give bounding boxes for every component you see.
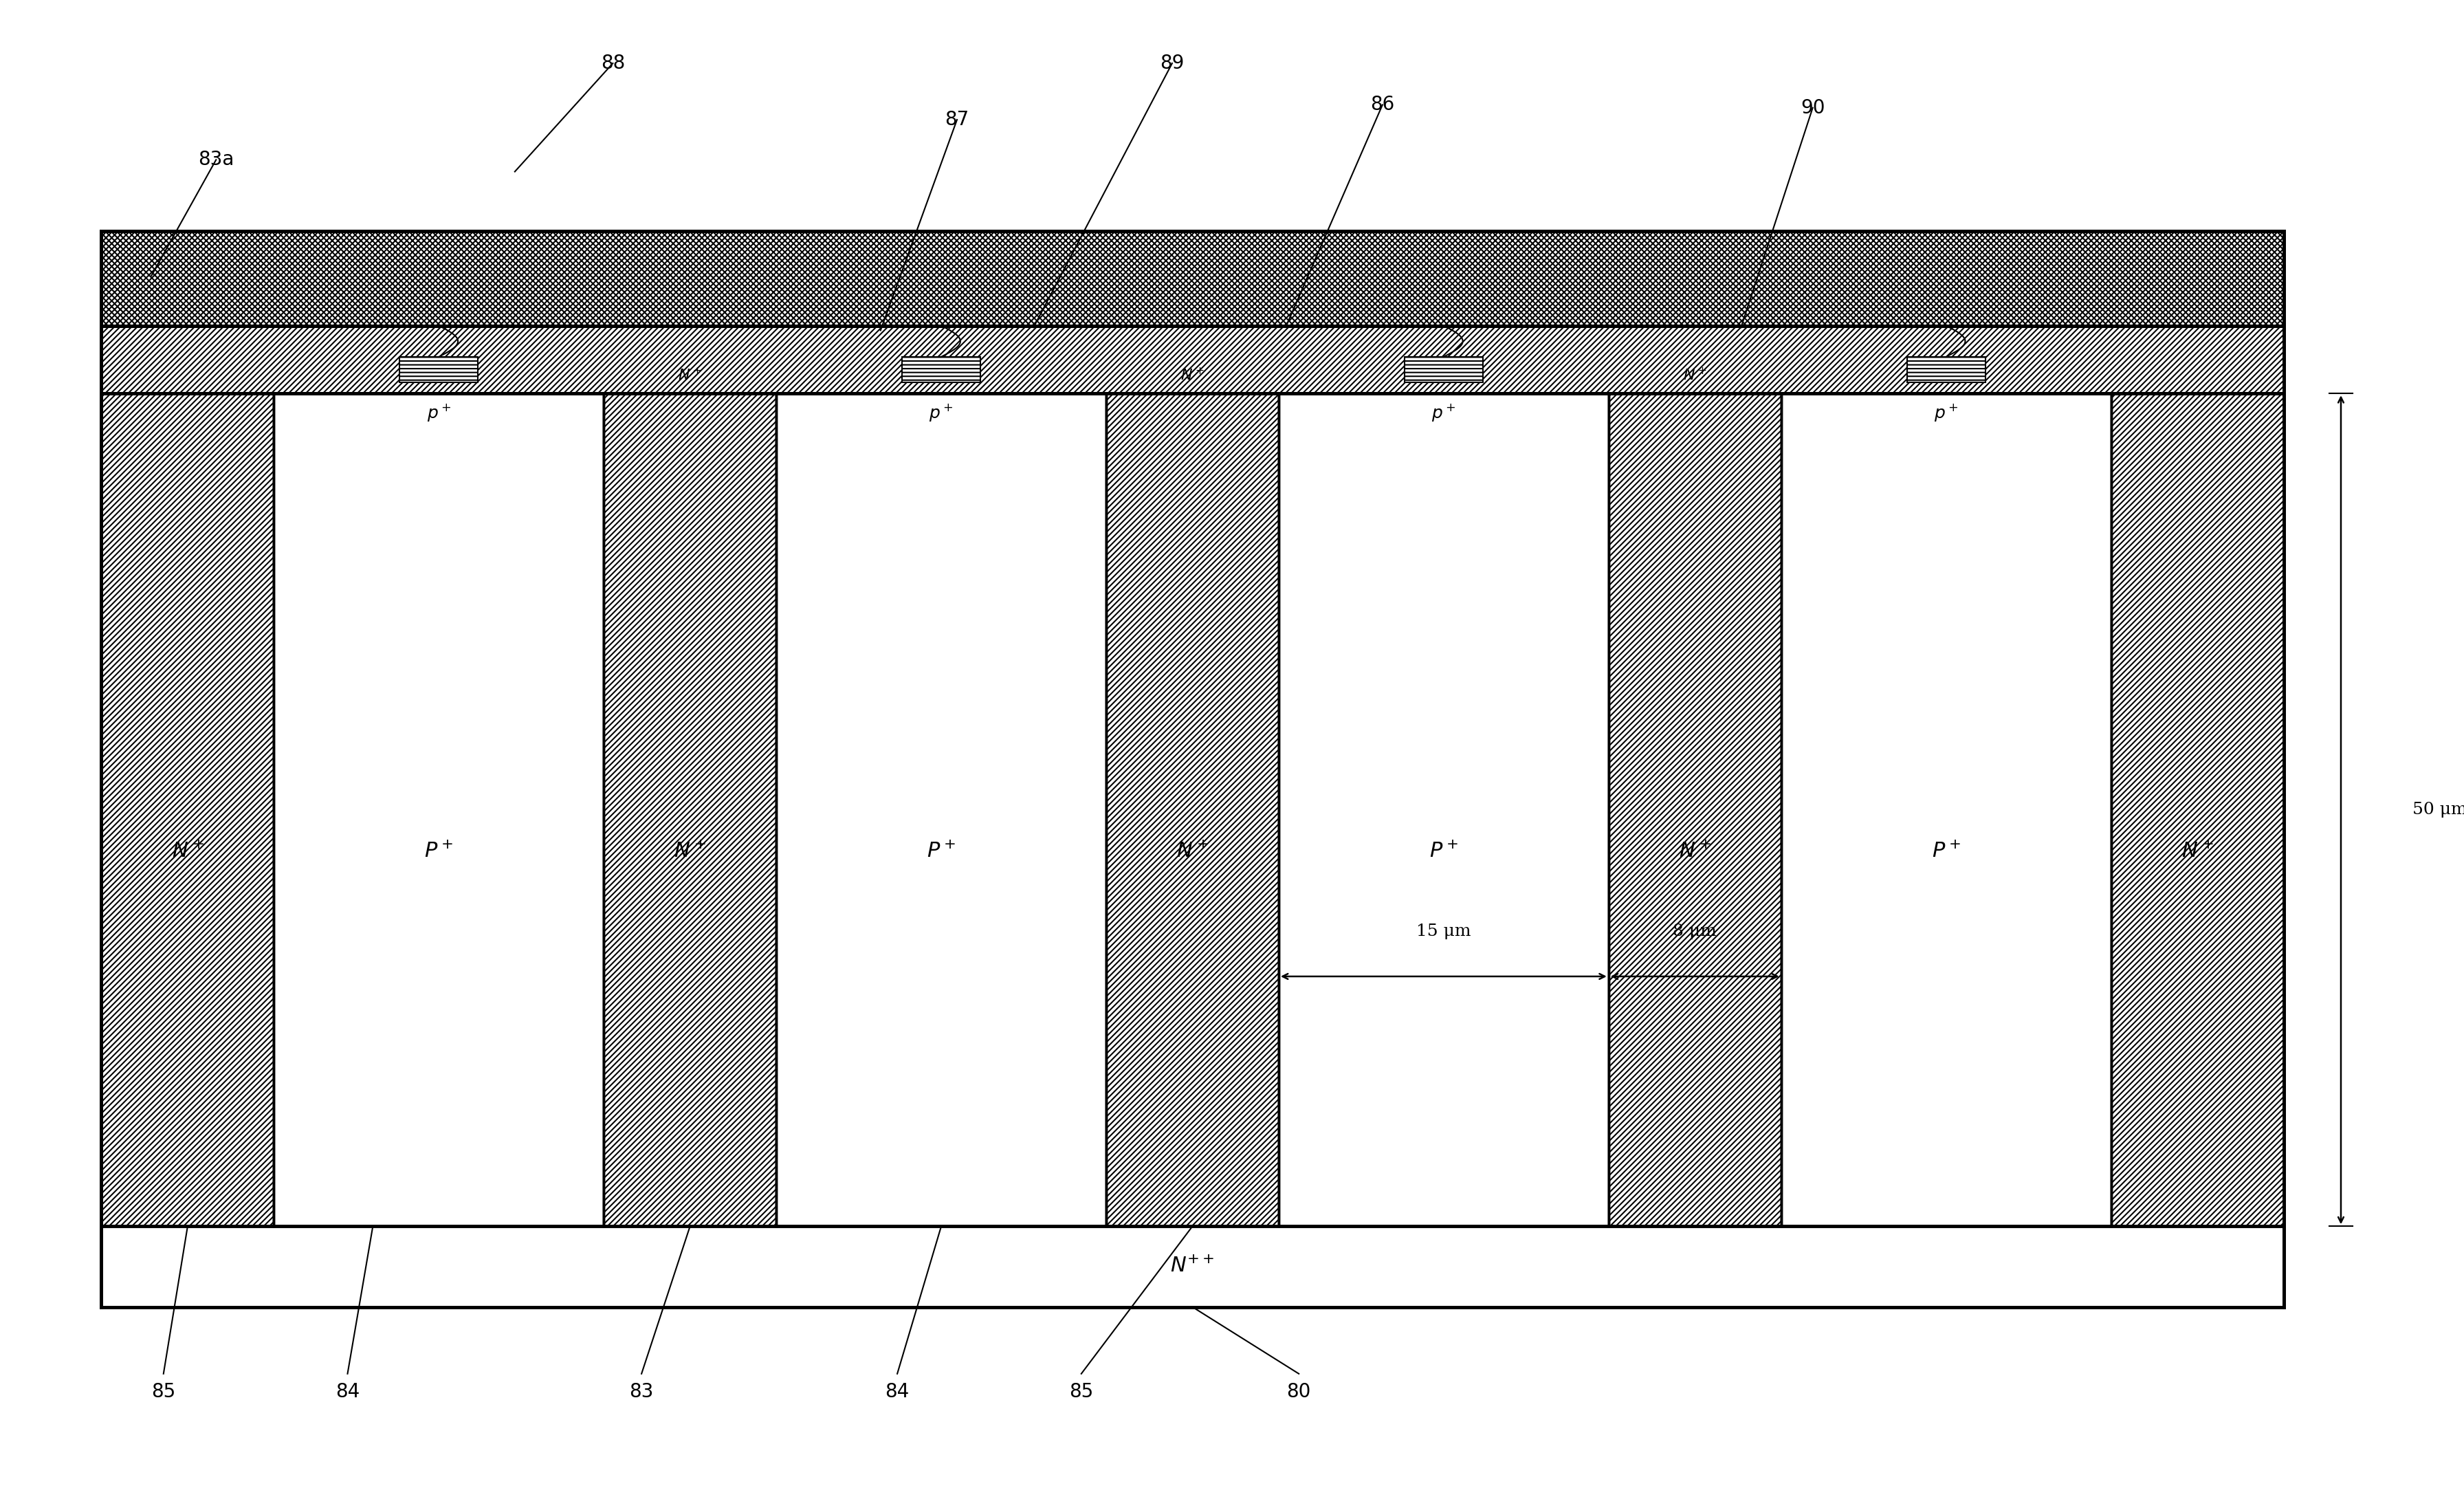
Bar bbox=[902, 357, 981, 382]
Bar bbox=[101, 394, 274, 1226]
Bar bbox=[1907, 357, 1986, 382]
Text: $p^+$: $p^+$ bbox=[1432, 403, 1456, 424]
Bar bbox=[274, 394, 604, 1226]
Text: $P^+$: $P^+$ bbox=[1932, 841, 1961, 862]
Bar bbox=[2112, 394, 2284, 1226]
Text: 89: 89 bbox=[1161, 53, 1185, 73]
Text: 85: 85 bbox=[150, 1382, 175, 1401]
Text: $N^+$: $N^+$ bbox=[675, 841, 707, 862]
Text: 85: 85 bbox=[1069, 1382, 1094, 1401]
Bar bbox=[399, 357, 478, 382]
Text: 83a: 83a bbox=[197, 150, 234, 169]
Text: $p^+$: $p^+$ bbox=[929, 403, 954, 424]
Bar bbox=[1279, 394, 1609, 1226]
Text: 80: 80 bbox=[1286, 1382, 1311, 1401]
Bar bbox=[1609, 394, 1781, 1226]
Text: $N^+$: $N^+$ bbox=[172, 841, 205, 862]
Text: $p^+$: $p^+$ bbox=[1934, 403, 1959, 424]
Bar bbox=[1106, 394, 1279, 1226]
Text: $p^+$: $p^+$ bbox=[426, 403, 451, 424]
Text: 8 μm: 8 μm bbox=[1673, 923, 1717, 939]
Text: $N^{++}$: $N^{++}$ bbox=[1170, 1256, 1215, 1278]
Text: $N^+$: $N^+$ bbox=[1678, 841, 1710, 862]
Bar bbox=[776, 394, 1106, 1226]
Bar bbox=[604, 394, 776, 1226]
Bar bbox=[101, 230, 2284, 325]
Text: $N^+$: $N^+$ bbox=[1683, 367, 1708, 383]
Text: $P^+$: $P^+$ bbox=[1429, 841, 1459, 862]
Text: $P^+$: $P^+$ bbox=[926, 841, 956, 862]
Text: $N^+$: $N^+$ bbox=[1180, 367, 1205, 383]
Text: 86: 86 bbox=[1370, 95, 1395, 114]
Text: 90: 90 bbox=[1801, 98, 1826, 117]
Text: 88: 88 bbox=[601, 53, 626, 73]
Text: 83: 83 bbox=[628, 1382, 653, 1401]
Text: $N^+$: $N^+$ bbox=[1175, 841, 1207, 862]
Bar bbox=[1781, 394, 2112, 1226]
Bar bbox=[1404, 357, 1483, 382]
Text: 84: 84 bbox=[335, 1382, 360, 1401]
Bar bbox=[101, 325, 2284, 394]
Bar bbox=[101, 230, 2284, 1308]
Text: 50 μm: 50 μm bbox=[2412, 802, 2464, 817]
Text: 15 μm: 15 μm bbox=[1417, 923, 1471, 939]
Text: $P^+$: $P^+$ bbox=[424, 841, 453, 862]
Text: 84: 84 bbox=[885, 1382, 909, 1401]
Text: 87: 87 bbox=[944, 110, 968, 129]
Text: $N^+$: $N^+$ bbox=[678, 367, 702, 383]
Text: $N^+$: $N^+$ bbox=[2181, 841, 2213, 862]
Bar bbox=[101, 1226, 2284, 1308]
